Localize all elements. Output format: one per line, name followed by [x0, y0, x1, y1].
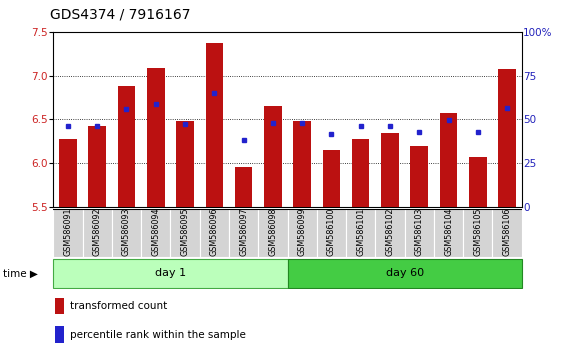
Bar — [55, 326, 64, 343]
Bar — [171, 209, 200, 257]
Bar — [229, 209, 258, 257]
Bar — [440, 113, 457, 207]
Text: GSM586105: GSM586105 — [473, 207, 482, 256]
Bar — [147, 68, 164, 207]
Text: percentile rank within the sample: percentile rank within the sample — [70, 330, 246, 340]
Text: GSM586098: GSM586098 — [268, 207, 277, 256]
Bar — [411, 146, 428, 207]
Bar — [381, 133, 399, 207]
Text: day 1: day 1 — [155, 268, 186, 279]
Bar — [469, 157, 486, 207]
FancyBboxPatch shape — [53, 258, 287, 289]
Text: GSM586104: GSM586104 — [444, 207, 453, 256]
Bar — [53, 209, 82, 257]
Bar — [235, 167, 252, 207]
Text: GSM586094: GSM586094 — [151, 207, 160, 256]
Bar — [141, 209, 171, 257]
Text: GSM586095: GSM586095 — [181, 207, 190, 256]
Text: GSM586101: GSM586101 — [356, 207, 365, 256]
Bar — [346, 209, 375, 257]
Bar — [493, 209, 522, 257]
Bar — [200, 209, 229, 257]
Text: time ▶: time ▶ — [3, 269, 38, 279]
Bar — [59, 139, 77, 207]
Bar — [55, 297, 64, 314]
Text: GSM586100: GSM586100 — [327, 207, 336, 256]
Bar — [317, 209, 346, 257]
Text: GSM586093: GSM586093 — [122, 207, 131, 256]
Bar — [287, 209, 317, 257]
Text: GSM586091: GSM586091 — [63, 207, 72, 256]
Text: transformed count: transformed count — [70, 301, 167, 311]
Bar — [118, 86, 135, 207]
Bar — [293, 121, 311, 207]
Text: GSM586097: GSM586097 — [239, 207, 248, 256]
Text: GSM586096: GSM586096 — [210, 207, 219, 256]
Bar — [498, 69, 516, 207]
Bar — [89, 126, 106, 207]
Text: GDS4374 / 7916167: GDS4374 / 7916167 — [50, 7, 191, 21]
Bar — [375, 209, 404, 257]
Bar — [205, 43, 223, 207]
Bar — [176, 121, 194, 207]
Text: day 60: day 60 — [385, 268, 424, 279]
Text: GSM586106: GSM586106 — [503, 207, 512, 256]
Bar — [112, 209, 141, 257]
Text: GSM586092: GSM586092 — [93, 207, 102, 256]
Text: GSM586099: GSM586099 — [298, 207, 307, 256]
FancyBboxPatch shape — [287, 258, 522, 289]
Bar — [463, 209, 493, 257]
Bar — [404, 209, 434, 257]
Bar — [264, 106, 282, 207]
Bar — [434, 209, 463, 257]
Bar — [323, 150, 340, 207]
Text: GSM586103: GSM586103 — [415, 207, 424, 256]
Text: GSM586102: GSM586102 — [385, 207, 394, 256]
Bar — [258, 209, 287, 257]
Bar — [352, 139, 370, 207]
Bar — [82, 209, 112, 257]
